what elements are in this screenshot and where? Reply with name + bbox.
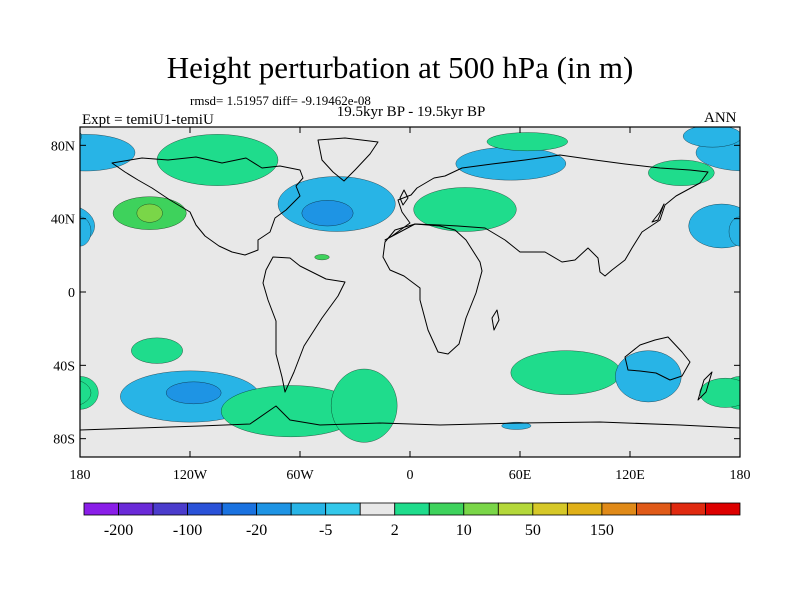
coastline-madagascar [491, 309, 500, 331]
colorbar-label: 50 [525, 522, 541, 539]
x-tick-label: 0 [407, 468, 414, 483]
anomaly-region-2 [136, 203, 163, 223]
coastline-uk [399, 189, 409, 206]
colorbar-box-17 [670, 502, 706, 516]
coastline-new-zealand [697, 371, 713, 401]
x-tick-label: 120E [615, 468, 645, 483]
anomaly-region-6 [314, 254, 330, 261]
coastline-eurasia [384, 154, 709, 277]
coastline-australia [624, 336, 691, 381]
colorbar-box-7 [325, 502, 361, 516]
colorbar-box-13 [532, 502, 568, 516]
colorbar-label: -20 [246, 522, 267, 539]
y-tick-label: 40S [53, 359, 75, 374]
colorbar-label: -100 [173, 522, 202, 539]
colorbar-label: 10 [456, 522, 472, 539]
colorbar-box-9 [394, 502, 430, 516]
coastline-north-america [111, 156, 304, 256]
colorbar-box-6 [290, 502, 327, 516]
colorbar-box-10 [428, 502, 465, 516]
axis-ticks: 180 120W 60W 0 60E 120E 180 80N 40N 0 40S 80S [51, 127, 751, 483]
x-tick-label: 180 [730, 468, 751, 483]
stats-line: rmsd= 1.51957 diff= -9.19462e-08 [190, 93, 371, 108]
season-label: ANN [704, 110, 737, 126]
colorbar-label: 150 [590, 522, 614, 539]
anomaly-region-16 [166, 381, 222, 404]
colorbar-box-5 [256, 502, 292, 516]
x-tick-label: 60W [286, 468, 314, 483]
x-tick-label: 60E [509, 468, 532, 483]
x-tick-label: 120W [173, 468, 208, 483]
coastline-south-america [262, 256, 346, 393]
anomaly-region-22 [501, 422, 532, 430]
coastline-greenland [317, 137, 379, 182]
colorbar-box-18 [705, 502, 741, 516]
anomaly-region-11 [683, 127, 740, 148]
colorbar-label: -200 [104, 522, 133, 539]
chart-title: Height perturbation at 500 hPa (in m) [166, 50, 634, 85]
anomaly-region-12 [688, 203, 740, 249]
colorbar-box-1 [118, 502, 154, 516]
colorbar-box-2 [152, 502, 188, 516]
y-tick-label: 80S [53, 433, 75, 448]
experiment-label: Expt = temiU1-temiU [82, 112, 214, 128]
colorbar-label: 2 [391, 522, 399, 539]
anomaly-region-7 [413, 187, 517, 232]
colorbar-box-11 [463, 502, 499, 516]
anomaly-region-3 [156, 134, 279, 186]
colorbar-box-3 [187, 502, 223, 516]
colorbar-label: -5 [319, 522, 332, 539]
colorbar-box-0 [83, 502, 119, 516]
y-tick-label: 40N [51, 213, 75, 228]
colorbar-box-16 [636, 502, 672, 516]
anomaly-region-5 [301, 200, 354, 227]
colorbar-box-12 [497, 502, 534, 516]
anomaly-region-14 [131, 337, 183, 364]
x-tick-label: 180 [70, 468, 91, 483]
coastline-antarctica [80, 405, 740, 431]
anomaly-region-9 [486, 132, 568, 151]
coastline-layer [80, 137, 740, 431]
colorbar-box-8 [359, 502, 396, 516]
colorbar-box-15 [601, 502, 637, 516]
colorbar-box-14 [566, 502, 603, 516]
coastline-japan [651, 203, 665, 223]
y-tick-label: 80N [51, 139, 75, 154]
coastline-africa [382, 223, 483, 355]
period-line: 19.5kyr BP - 19.5kyr BP [336, 104, 486, 120]
anomaly-layer [80, 127, 740, 443]
anomaly-region-23 [80, 380, 92, 406]
colorbar-box-4 [221, 502, 258, 516]
anomaly-region-13 [728, 216, 740, 247]
anomaly-region-10 [648, 159, 715, 186]
anomaly-region-13 [80, 216, 92, 247]
y-tick-label: 0 [68, 286, 75, 301]
